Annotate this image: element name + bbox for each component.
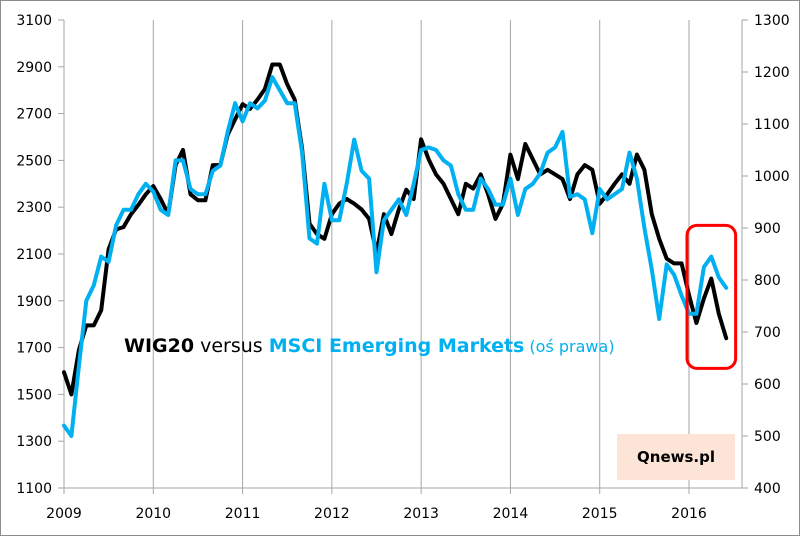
series-lines	[62, 62, 729, 438]
y-right-tick-label: 500	[754, 429, 781, 445]
x-tick-label: 2016	[671, 506, 707, 522]
y-right-tick-label: 900	[754, 221, 781, 237]
y-right-tick-label: 400	[754, 481, 781, 497]
x-tick-label: 2009	[46, 506, 82, 522]
y-left-tick-label: 1500	[16, 387, 52, 403]
tick-labels: 2009 2010 2011 2012 2013 2014 2015 2016 1100 1300…	[16, 13, 789, 522]
x-tick-label: 2015	[582, 506, 618, 522]
title-msci: MSCI Emerging Markets	[268, 335, 525, 357]
y-right-tick-label: 700	[754, 325, 781, 341]
y-right-tick-label: 1300	[754, 13, 790, 29]
y-left-tick-label: 2100	[16, 247, 52, 263]
x-tick-label: 2011	[225, 506, 261, 522]
grid-lines	[152, 20, 690, 488]
title-versus: versus	[194, 335, 269, 357]
y-right-tick-label: 1000	[754, 169, 790, 185]
y-left-tick-label: 2900	[16, 60, 52, 76]
y-left-tick-label: 1900	[16, 294, 52, 310]
x-tick-label: 2010	[135, 506, 171, 522]
series-line-msci-emerging-markets	[62, 75, 729, 438]
title-note: (oś prawa)	[524, 337, 615, 356]
x-tick-label: 2014	[493, 506, 529, 522]
y-right-tick-label: 1200	[754, 65, 790, 81]
y-right-tick-label: 800	[754, 273, 781, 289]
y-left-tick-label: 2300	[16, 200, 52, 216]
y-left-tick-label: 2700	[16, 107, 52, 123]
chart-title: WIG20 versus MSCI Emerging Markets (oś p…	[124, 335, 615, 357]
y-left-tick-label: 1300	[16, 434, 52, 450]
qnews-label: Qnews.pl	[637, 448, 715, 466]
y-right-tick-label: 1100	[754, 117, 790, 133]
y-left-tick-label: 1100	[16, 481, 52, 497]
x-tick-label: 2012	[314, 506, 350, 522]
qnews-watermark: Qnews.pl	[617, 434, 735, 480]
y-left-tick-label: 2500	[16, 153, 52, 169]
title-wig20: WIG20	[124, 335, 195, 357]
highlight-box	[685, 223, 738, 370]
x-tick-label: 2013	[403, 506, 439, 522]
y-left-tick-label: 3100	[16, 13, 52, 29]
annotations	[685, 223, 738, 370]
y-left-tick-label: 1700	[16, 341, 52, 357]
axes	[58, 19, 748, 494]
y-right-tick-label: 600	[754, 377, 781, 393]
